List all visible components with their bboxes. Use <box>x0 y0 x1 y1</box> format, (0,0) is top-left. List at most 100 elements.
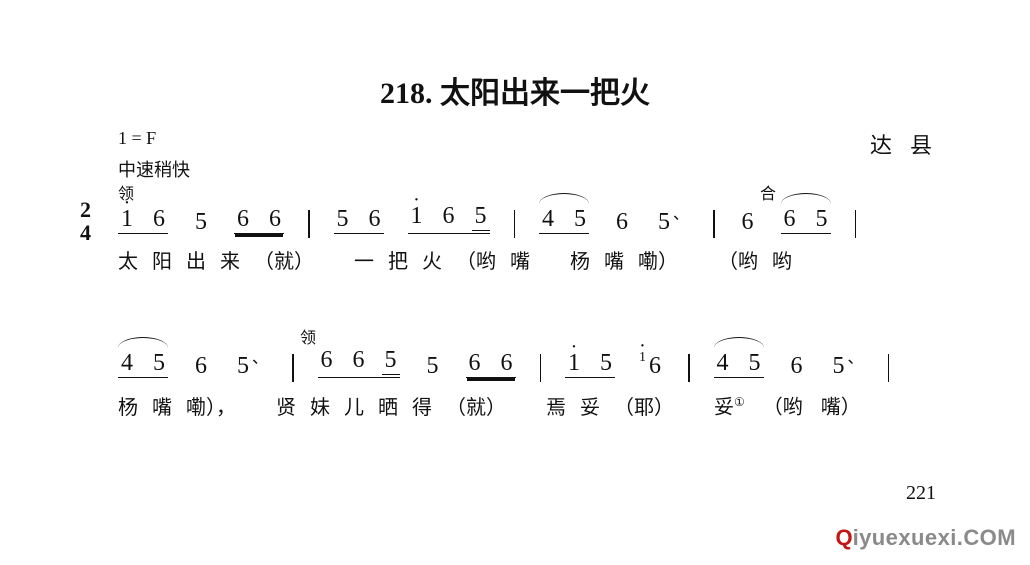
note-group: 5 <box>192 210 210 234</box>
note: 6 <box>466 351 484 375</box>
note: 6 <box>440 204 458 228</box>
barline <box>540 354 542 382</box>
page-number: 221 <box>906 482 936 505</box>
footnote-marker: ① <box>734 395 745 409</box>
note-group: 6 <box>192 354 210 378</box>
note: 6 <box>350 348 368 372</box>
note: 5 <box>234 354 252 378</box>
lyrics-line-1: 太阳出来（就）一把火（哟嘴杨嘴嘞）（哟哟 <box>118 252 940 272</box>
note-group: 65 <box>781 207 831 234</box>
lyric: 火 <box>422 251 442 273</box>
note-group: 16 <box>118 207 168 234</box>
note: 6 <box>366 207 384 231</box>
note: 5 <box>424 354 442 378</box>
lyrics-line-2: 杨嘴嘞），贤妹儿晒得（就）焉妥（耶）妥①（哟嘴） <box>118 396 940 418</box>
lyric: 晒 <box>378 397 398 419</box>
notation-line-1: 16566561654565、665 <box>118 204 940 234</box>
lyric: 杨 <box>118 397 138 419</box>
note-group: 56 <box>334 207 384 234</box>
lyric: （耶） <box>614 397 674 419</box>
lyric: （哟 <box>718 251 758 273</box>
barline <box>292 354 294 382</box>
lyric-group: 太阳出来（就） <box>118 252 314 272</box>
lyric: 太 <box>118 251 138 273</box>
note: 1 <box>565 351 583 375</box>
notation-line-2: 4565、66556615164565、 <box>118 348 940 378</box>
note: 5 <box>746 351 764 375</box>
note-group: 6 <box>613 210 631 234</box>
title-text: 太阳出来一把火 <box>440 77 650 110</box>
note: 5 <box>382 348 400 372</box>
note-group: 45 <box>539 207 589 234</box>
lyric: 妥 <box>714 397 734 419</box>
note: 5 <box>655 210 673 234</box>
barline <box>308 210 310 238</box>
lyric: 嘞）， <box>186 397 236 419</box>
lyric-group: 一把火 （哟嘴 <box>354 252 530 272</box>
score-title: 218. 太阳出来一把火 <box>0 68 1030 112</box>
breath-mark: 、 <box>673 207 689 223</box>
barline <box>855 210 857 238</box>
note-group: 165 <box>408 204 490 234</box>
lyric: 贤 <box>276 397 296 419</box>
watermark: Qiyuexuexi.COM <box>835 525 1016 551</box>
lyric: 妹 <box>310 397 330 419</box>
time-sig-bottom: 4 <box>80 221 91 244</box>
lyric: 一 <box>354 251 374 273</box>
note: 6 <box>646 354 664 378</box>
lyric-group: 焉妥 （耶） <box>546 398 674 418</box>
note: 6 <box>266 207 284 231</box>
note: 6 <box>498 351 516 375</box>
note: 4 <box>118 351 136 375</box>
barline <box>713 210 715 238</box>
chorus-marker: 合 <box>760 180 776 204</box>
note-group: 5、 <box>655 210 689 234</box>
lyric: 哟 <box>772 251 792 273</box>
note: 4 <box>714 351 732 375</box>
note: 5 <box>472 204 490 228</box>
note: 5 <box>813 207 831 231</box>
lyric: 杨 <box>570 251 590 273</box>
origin-label: 达县 <box>870 128 950 160</box>
lyric: 来 <box>220 251 240 273</box>
note: 6 <box>781 207 799 231</box>
note-group: 16 <box>639 354 664 378</box>
time-signature: 2 4 <box>80 198 91 244</box>
note: 1 <box>408 204 426 228</box>
note-group: 45 <box>714 351 764 378</box>
note: 5 <box>192 210 210 234</box>
note: 5 <box>334 207 352 231</box>
note: 5 <box>150 351 168 375</box>
lyric: 得 <box>412 397 432 419</box>
note: 6 <box>788 354 806 378</box>
lyric: （哟 <box>456 251 496 273</box>
barline <box>888 354 890 382</box>
note-group: 665 <box>318 348 400 378</box>
lyric-group: 妥①（哟嘴） <box>714 396 861 418</box>
lyric-group: 杨嘴嘞） <box>570 252 678 272</box>
lyric: 儿 <box>344 397 364 419</box>
note: 5 <box>830 354 848 378</box>
lyric: 妥 <box>580 397 600 419</box>
lyric: （就） <box>446 397 506 419</box>
lyric: 嘞） <box>638 251 678 273</box>
lyric: 把 <box>388 251 408 273</box>
lyric: 焉 <box>546 397 566 419</box>
note: 6 <box>613 210 631 234</box>
key-signature: 1 = F <box>118 128 156 149</box>
note: 6 <box>192 354 210 378</box>
note: 5 <box>597 351 615 375</box>
lyric: 嘴 <box>152 397 172 419</box>
note-group: 15 <box>565 351 615 378</box>
lyric: 阳 <box>152 251 172 273</box>
note: 6 <box>318 348 336 372</box>
note-group: 5、 <box>830 354 864 378</box>
time-sig-top: 2 <box>80 198 91 221</box>
lyric: 嘴 <box>604 251 624 273</box>
note-group: 66 <box>234 207 284 234</box>
watermark-q: Q <box>835 525 852 550</box>
note-group: 45 <box>118 351 168 378</box>
tempo-marking: 中速稍快 <box>118 156 190 182</box>
lyric: 嘴 <box>510 251 530 273</box>
note-group: 5 <box>424 354 442 378</box>
